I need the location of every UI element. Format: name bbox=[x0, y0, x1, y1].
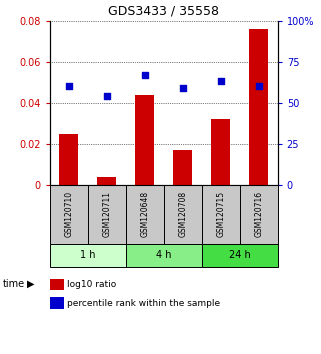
Text: time: time bbox=[3, 279, 25, 289]
Bar bbox=[164, 185, 202, 244]
Text: GSM120648: GSM120648 bbox=[140, 191, 149, 237]
Bar bbox=[59, 133, 78, 185]
Text: GSM120711: GSM120711 bbox=[102, 191, 111, 237]
Text: ▶: ▶ bbox=[27, 279, 34, 289]
Point bbox=[104, 93, 109, 99]
Point bbox=[66, 84, 71, 89]
Point bbox=[142, 72, 147, 78]
Bar bbox=[240, 185, 278, 244]
Point bbox=[256, 84, 261, 89]
Bar bbox=[202, 185, 240, 244]
Title: GDS3433 / 35558: GDS3433 / 35558 bbox=[108, 5, 219, 18]
Bar bbox=[135, 95, 154, 185]
Bar bbox=[126, 185, 164, 244]
Bar bbox=[88, 185, 126, 244]
Bar bbox=[50, 244, 126, 267]
Text: 4 h: 4 h bbox=[156, 250, 171, 261]
Bar bbox=[173, 150, 192, 185]
Text: 24 h: 24 h bbox=[229, 250, 251, 261]
Text: GSM120710: GSM120710 bbox=[64, 191, 73, 237]
Text: GSM120708: GSM120708 bbox=[178, 191, 187, 237]
Bar bbox=[202, 244, 278, 267]
Bar bbox=[126, 244, 202, 267]
Point bbox=[180, 85, 185, 91]
Text: GSM120715: GSM120715 bbox=[216, 191, 225, 237]
Text: 1 h: 1 h bbox=[80, 250, 95, 261]
Text: GSM120716: GSM120716 bbox=[254, 191, 263, 237]
Bar bbox=[211, 119, 230, 185]
Bar bbox=[50, 185, 88, 244]
Text: log10 ratio: log10 ratio bbox=[67, 280, 117, 289]
Bar bbox=[97, 177, 116, 185]
Text: percentile rank within the sample: percentile rank within the sample bbox=[67, 298, 221, 308]
Bar bbox=[249, 29, 268, 185]
Point bbox=[218, 79, 223, 84]
